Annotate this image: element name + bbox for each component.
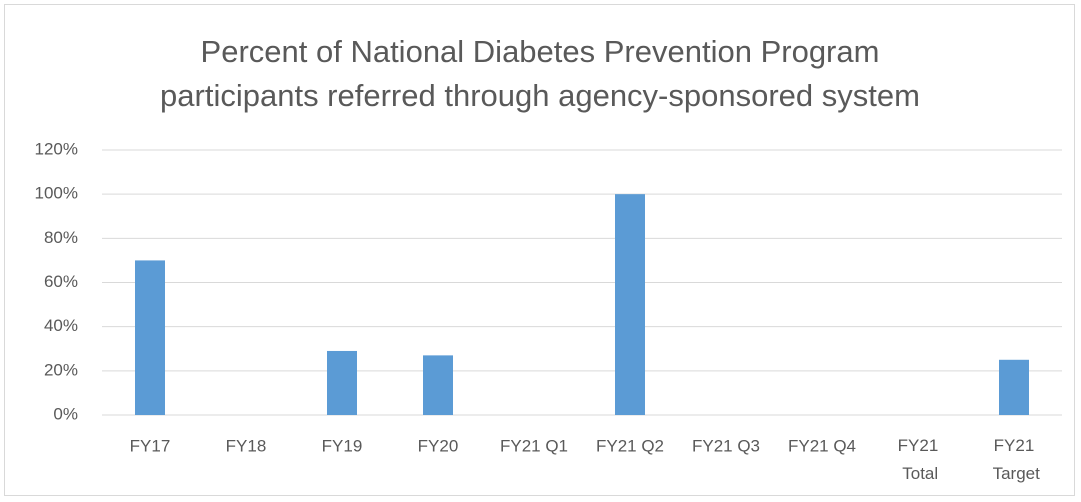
y-tick-label: 120% (35, 139, 78, 158)
x-tick-label: FY21 Target (988, 436, 1040, 483)
y-tick-label: 20% (44, 360, 78, 379)
y-tick-label: 0% (53, 404, 78, 423)
bar (423, 355, 453, 415)
bar (999, 359, 1029, 415)
x-tick-label: FY17 (130, 436, 171, 455)
y-tick-label: 80% (44, 228, 78, 247)
x-tick-label: FY20 (418, 436, 459, 455)
bar (615, 194, 645, 415)
y-tick-label: 100% (35, 184, 78, 203)
x-tick-label: FY18 (226, 436, 267, 455)
y-tick-label: 60% (44, 272, 78, 291)
x-tick-label: FY19 (322, 436, 363, 455)
x-tick-label: FY21 Q3 (692, 436, 760, 455)
chart-title: Percent of National Diabetes Prevention … (160, 34, 920, 113)
x-tick-label: FY21 Q4 (788, 436, 856, 455)
chart-frame (4, 4, 1075, 496)
y-tick-label: 40% (44, 316, 78, 335)
x-tick-label: FY21 Q1 (500, 436, 568, 455)
x-tick-label: FY21 Q2 (596, 436, 664, 455)
bar (327, 350, 357, 415)
x-tick-label: FY21 Total (898, 436, 939, 483)
bar (135, 260, 165, 415)
